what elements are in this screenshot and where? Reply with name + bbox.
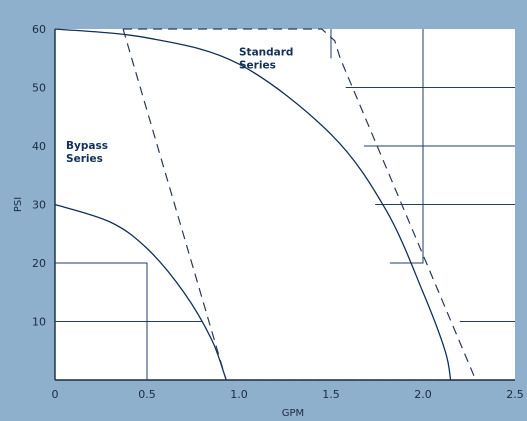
performance-curve-0 (54, 203, 227, 381)
reference-line-4 (389, 29, 424, 264)
series-annotation-1-line-0: Bypass (66, 140, 108, 152)
dashed-boundary-line-2 (122, 28, 227, 381)
performance-curve-1 (54, 28, 452, 381)
x-axis-label: GPM (282, 408, 304, 419)
series-annotation-0-line-0: Standard (239, 46, 293, 58)
x-tick-label-3: 1.5 (322, 388, 340, 401)
y-tick-label-0: 10 (32, 316, 46, 329)
y-tick-label-4: 50 (32, 82, 46, 95)
y-tick-label-1: 20 (32, 257, 46, 270)
y-tick-label-5: 60 (32, 23, 46, 36)
dashed-boundary-line-3 (123, 28, 476, 378)
x-tick-label-4: 2.0 (414, 388, 432, 401)
y-axis-label: PSI (13, 197, 24, 212)
y-tick-label-2: 30 (32, 199, 46, 212)
x-tick-label-5: 2.5 (506, 388, 524, 401)
reference-line-0 (55, 262, 148, 380)
series-annotation-1-line-1: Series (66, 153, 103, 165)
x-tick-label-1: 0.5 (138, 388, 156, 401)
series-annotation-0-line-1: Series (239, 59, 276, 71)
x-tick-label-0: 0 (52, 388, 59, 401)
x-tick-label-2: 1.0 (230, 388, 248, 401)
y-tick-label-3: 40 (32, 140, 46, 153)
